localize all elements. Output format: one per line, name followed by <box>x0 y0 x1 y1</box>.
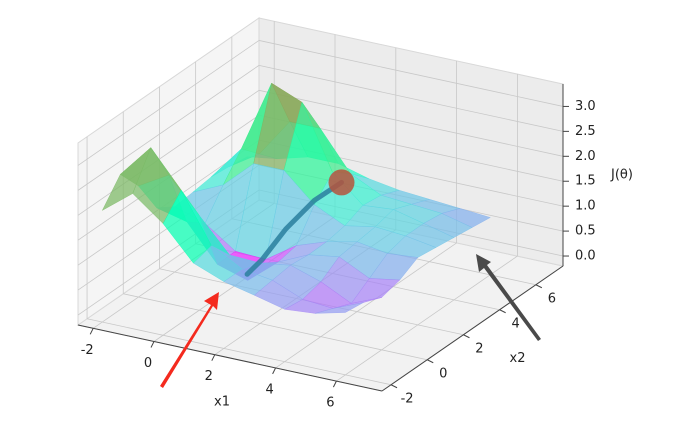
y-axis-label: x2 <box>510 351 526 366</box>
grid-line <box>258 40 564 107</box>
red-arrow <box>160 292 219 388</box>
y-tick <box>535 284 543 289</box>
grid-line <box>123 293 428 361</box>
grid-line <box>258 64 564 132</box>
y-tick <box>463 334 470 339</box>
x-tick-label: 6 <box>326 396 334 411</box>
y-tick-label: 0 <box>439 366 447 381</box>
z-tick-label: 1.5 <box>575 174 596 189</box>
z-tick-label: 2.5 <box>575 124 596 139</box>
z-tick-label: 0.0 <box>575 249 596 264</box>
grid-line <box>86 318 392 386</box>
x-tick-label: -2 <box>81 343 94 358</box>
surface-patch <box>315 302 364 314</box>
axis-line <box>381 265 564 392</box>
y-tick <box>390 384 398 389</box>
x-tick <box>332 380 337 388</box>
surface <box>101 82 491 314</box>
y-tick-label: -2 <box>401 391 414 406</box>
x-tick <box>150 341 155 348</box>
x-tick-label: 4 <box>265 382 273 397</box>
y-tick-label: 2 <box>475 341 483 356</box>
x-tick <box>272 367 277 375</box>
z-tick-label: 3.0 <box>575 99 596 114</box>
x-tick-label: 2 <box>205 369 213 384</box>
labels: -2 0 2 4 6 -2 0 2 4 6 0.0 0.5 1.0 1.5 2.0 2.5 3.0 x1 x2 J(θ… <box>77 84 633 411</box>
axis-line <box>77 324 383 392</box>
x-tick <box>211 354 216 361</box>
grid-line <box>336 255 518 382</box>
z-tick-label: 1.0 <box>575 199 596 214</box>
x-tick-label: 0 <box>144 356 152 371</box>
y-tick <box>499 309 506 314</box>
gray-arrow <box>476 254 541 341</box>
overlay <box>244 169 355 277</box>
y-tick <box>427 359 434 364</box>
grid-line <box>77 89 260 216</box>
z-axis-label: J(θ) <box>610 168 633 183</box>
z-tick-label: 0.5 <box>575 224 596 239</box>
y-tick-label: 6 <box>548 291 556 306</box>
y-tick-label: 4 <box>512 316 520 331</box>
grid-line <box>77 65 260 191</box>
ball <box>328 169 355 196</box>
x-tick <box>89 328 94 335</box>
grid-line <box>275 242 457 369</box>
grid-line <box>258 89 564 157</box>
z-tick-label: 2.0 <box>575 149 596 164</box>
grid-line <box>77 40 260 166</box>
x-axis-label: x1 <box>214 395 230 410</box>
descent-path <box>244 179 344 277</box>
